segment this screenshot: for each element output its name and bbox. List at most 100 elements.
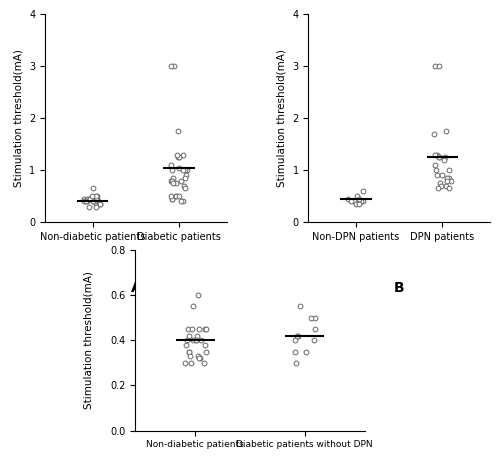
Point	[188, 325, 196, 333]
Point	[443, 174, 451, 181]
Point	[310, 337, 318, 344]
Point	[435, 153, 443, 161]
Point	[192, 337, 200, 344]
Point	[85, 203, 93, 210]
Point	[435, 153, 443, 161]
Point	[435, 62, 443, 69]
Point	[197, 337, 205, 344]
Point	[168, 193, 175, 200]
Point	[179, 166, 187, 174]
Point	[92, 200, 100, 208]
Point	[444, 185, 452, 192]
Point	[296, 303, 304, 310]
Point	[180, 182, 188, 189]
Point	[431, 161, 439, 169]
Point	[174, 153, 182, 161]
Point	[90, 198, 98, 205]
Point	[96, 200, 104, 208]
Point	[168, 195, 176, 202]
Point	[194, 292, 202, 299]
Point	[182, 172, 190, 179]
Point	[82, 198, 90, 205]
Point	[177, 198, 185, 205]
Point	[438, 172, 446, 179]
Point	[178, 198, 186, 205]
Point	[306, 314, 314, 321]
Point	[344, 195, 352, 202]
Point	[86, 195, 94, 202]
Point	[175, 164, 183, 171]
Point	[181, 359, 189, 367]
Point	[433, 172, 441, 179]
Y-axis label: Stimulation threshold(mA): Stimulation threshold(mA)	[14, 49, 24, 187]
Point	[175, 153, 183, 161]
Point	[202, 325, 209, 333]
Point	[93, 195, 101, 202]
Point	[445, 166, 453, 174]
Point	[181, 166, 189, 174]
Point	[182, 341, 190, 349]
Point	[166, 161, 174, 169]
Point	[168, 195, 176, 202]
Point	[92, 195, 100, 202]
Point	[89, 198, 97, 205]
Point	[442, 127, 450, 135]
Point	[166, 62, 174, 69]
Point	[184, 337, 192, 344]
Point	[443, 177, 451, 184]
Point	[354, 200, 362, 208]
Point	[94, 198, 102, 205]
Point	[169, 180, 177, 187]
Point	[92, 193, 100, 200]
Point	[434, 151, 442, 158]
Point	[195, 325, 203, 333]
Point	[91, 195, 99, 202]
Text: B: B	[394, 281, 404, 294]
Point	[354, 193, 362, 200]
Point	[88, 185, 96, 192]
Point	[174, 151, 182, 158]
Point	[292, 337, 300, 344]
Point	[172, 193, 180, 200]
Point	[186, 348, 194, 355]
Point	[442, 153, 450, 161]
Point	[444, 174, 452, 181]
Point	[202, 348, 210, 355]
Point	[442, 182, 450, 189]
Point	[200, 341, 208, 349]
Point	[168, 177, 176, 184]
Point	[437, 182, 445, 189]
Point	[196, 355, 203, 362]
Point	[178, 177, 186, 184]
Point	[446, 177, 454, 184]
Point	[93, 193, 101, 200]
Point	[174, 193, 182, 200]
Point	[84, 195, 92, 202]
Point	[292, 359, 300, 367]
Point	[312, 325, 320, 333]
Y-axis label: Stimulation threshold(mA): Stimulation threshold(mA)	[84, 271, 94, 409]
Point	[440, 156, 448, 163]
Point	[170, 174, 177, 181]
Point	[184, 325, 192, 333]
Point	[83, 198, 91, 205]
Point	[193, 332, 201, 339]
Point	[94, 198, 102, 205]
Point	[82, 198, 90, 205]
Point	[311, 314, 319, 321]
Point	[346, 198, 354, 205]
Point	[174, 127, 182, 135]
Point	[88, 193, 96, 200]
Y-axis label: Stimulation threshold(mA): Stimulation threshold(mA)	[277, 49, 287, 187]
Point	[358, 198, 366, 205]
Point	[184, 348, 192, 355]
Point	[172, 180, 180, 187]
Point	[186, 332, 194, 339]
Point	[181, 174, 189, 181]
Point	[186, 359, 194, 367]
Point	[186, 352, 194, 360]
Point	[172, 193, 180, 200]
Point	[90, 198, 98, 205]
Point	[200, 359, 208, 367]
Point	[356, 195, 364, 202]
